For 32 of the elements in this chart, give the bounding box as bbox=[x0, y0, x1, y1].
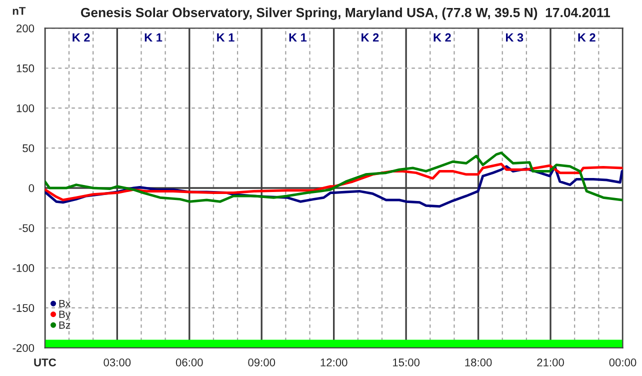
y-tick-label: -100 bbox=[12, 264, 34, 272]
annotation: K 2 bbox=[434, 33, 451, 42]
y-tick-label: 0 bbox=[28, 184, 34, 192]
annotation: K 3 bbox=[506, 33, 524, 42]
annotation: K 2 bbox=[72, 33, 90, 42]
annotation: K 1 bbox=[144, 33, 162, 42]
annotation: K 2 bbox=[578, 33, 596, 42]
y-tick-label: 50 bbox=[22, 144, 34, 152]
y-tick-label: -150 bbox=[12, 304, 34, 312]
y-tick-label: 200 bbox=[16, 24, 34, 32]
chart-title: Genesis Solar Observatory, Silver Spring, Maryland USA, (77.8 W, 39.5 N) 17.04.2011 bbox=[80, 8, 610, 20]
annotation: K 2 bbox=[362, 33, 379, 42]
x-tick-label: 09:00 bbox=[248, 358, 276, 366]
legend-label: Bx bbox=[59, 300, 71, 308]
legend-label: By bbox=[59, 310, 71, 320]
x-tick-label: 06:00 bbox=[176, 358, 203, 366]
x-tick-label: 18:00 bbox=[465, 358, 492, 366]
annotation: K 1 bbox=[289, 33, 307, 42]
x-tick-label: 21:00 bbox=[537, 358, 564, 366]
y-tick-label: 150 bbox=[16, 64, 34, 72]
line-series bbox=[44, 152, 623, 203]
x-tick-label: 12:00 bbox=[320, 358, 348, 366]
y-axis-title: nT bbox=[12, 7, 26, 15]
x-tick-label: 03:00 bbox=[104, 358, 131, 366]
y-tick-label: 100 bbox=[16, 104, 34, 112]
x-tick-label: 00:00 bbox=[609, 358, 636, 366]
legend-label: Bz bbox=[59, 322, 70, 329]
y-tick-label: -50 bbox=[18, 224, 34, 232]
annotation: K 1 bbox=[217, 33, 234, 42]
x-tick-label: UTC bbox=[34, 358, 56, 366]
x-tick-label: 15:00 bbox=[393, 358, 420, 366]
y-tick-label: -200 bbox=[12, 344, 34, 352]
